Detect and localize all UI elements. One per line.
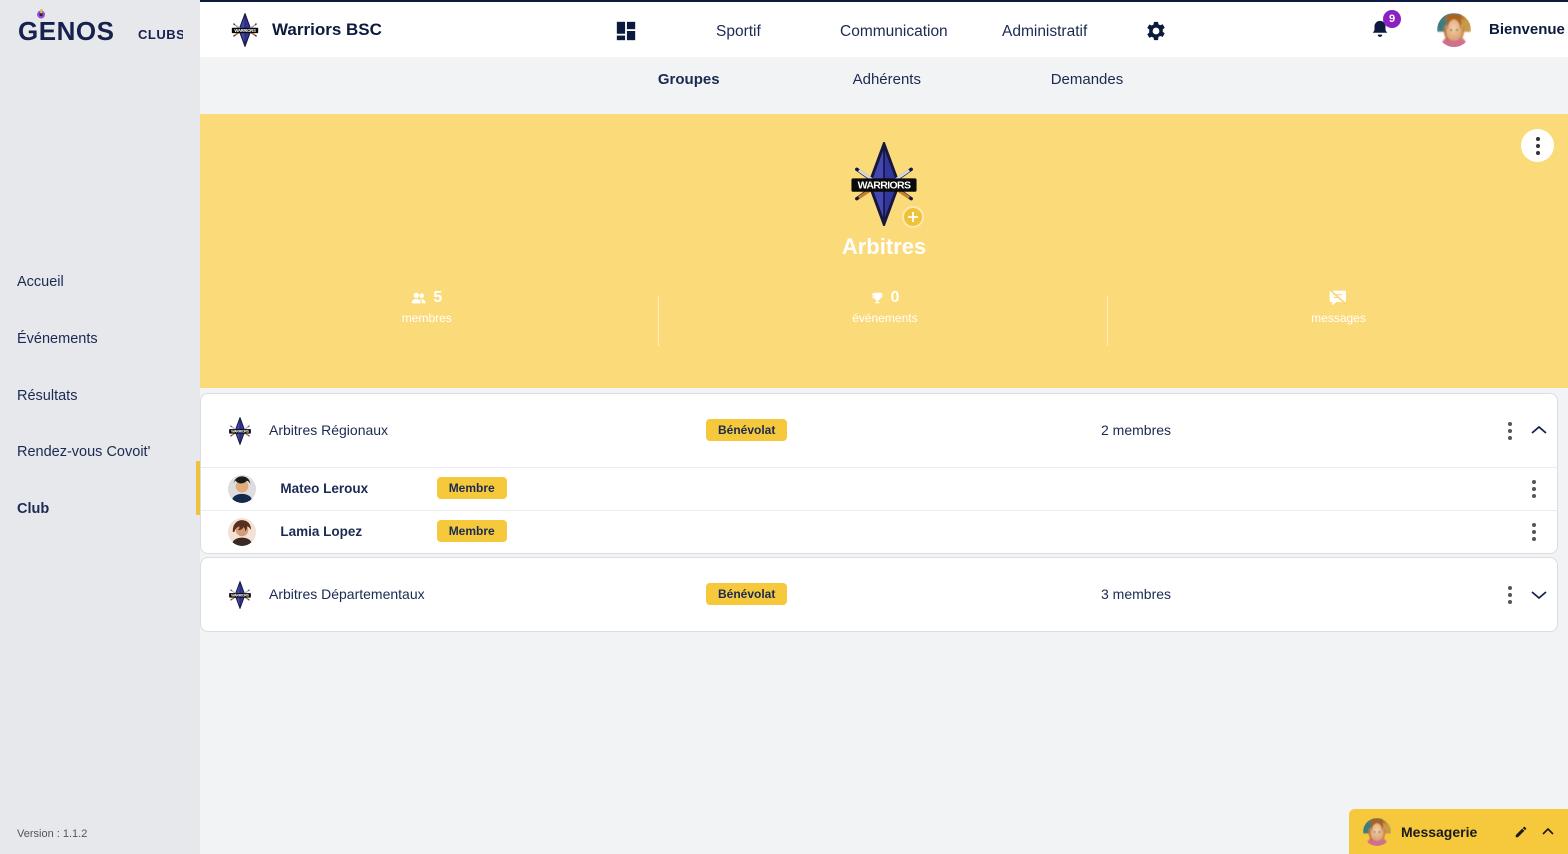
svg-text:GENOS: GENOS xyxy=(18,16,114,46)
svg-text:WARRIORS: WARRIORS xyxy=(858,179,911,191)
svg-text:CLUBS: CLUBS xyxy=(138,27,183,42)
svg-text:WARRIORS: WARRIORS xyxy=(231,429,249,433)
svg-text:WARRIORS: WARRIORS xyxy=(231,593,249,597)
